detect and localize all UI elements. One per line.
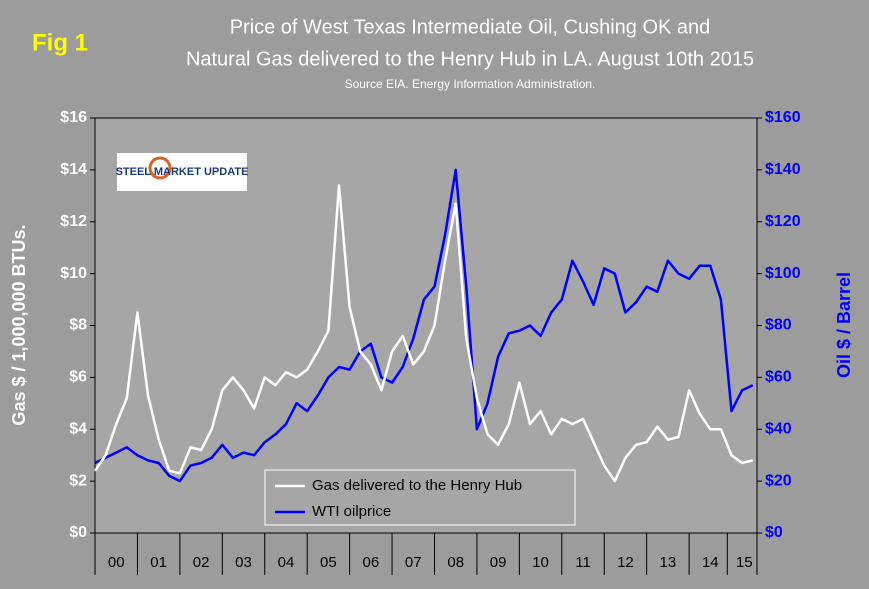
legend-label: WTI oilprice (312, 503, 391, 520)
x-tick-label: 15 (736, 554, 753, 571)
x-tick-label: 04 (278, 554, 295, 571)
y2-axis-title: Oil $ / Barrel (834, 272, 854, 378)
logo-icon (148, 156, 172, 180)
y2-tick-label: $80 (765, 317, 792, 334)
y2-tick-label: $160 (765, 109, 801, 126)
y2-tick-label: $120 (765, 213, 801, 230)
legend-label: Gas delivered to the Henry Hub (312, 477, 522, 494)
y-tick-label: $14 (60, 161, 87, 178)
y2-tick-label: $60 (765, 369, 792, 386)
x-tick-label: 00 (108, 554, 125, 571)
y-tick-label: $10 (60, 265, 87, 282)
chart-subtitle: Source EIA. Energy Information Administr… (345, 77, 596, 91)
chart-title: Natural Gas delivered to the Henry Hub i… (186, 48, 754, 70)
x-tick-label: 03 (235, 554, 252, 571)
x-tick-label: 05 (320, 554, 337, 571)
x-tick-label: 08 (447, 554, 464, 571)
x-tick-label: 10 (532, 554, 549, 571)
fig-label: Fig 1 (32, 29, 88, 56)
series-line (93, 184, 754, 483)
x-tick-label: 06 (362, 554, 379, 571)
chart-title: Price of West Texas Intermediate Oil, Cu… (230, 16, 711, 38)
x-tick-label: 01 (150, 554, 167, 571)
y-tick-label: $0 (69, 524, 87, 541)
y2-tick-label: $140 (765, 161, 801, 178)
series-line (94, 168, 754, 483)
y-tick-label: $8 (69, 317, 87, 334)
y2-tick-label: $100 (765, 265, 801, 282)
x-tick-label: 12 (617, 554, 634, 571)
x-tick-label: 07 (405, 554, 422, 571)
y-tick-label: $6 (69, 369, 87, 386)
y-tick-label: $16 (60, 109, 87, 126)
y2-tick-label: $0 (765, 524, 783, 541)
logo: STEEL MARKET UPDATE (116, 153, 249, 191)
y2-tick-label: $20 (765, 472, 792, 489)
x-tick-label: 11 (575, 554, 591, 571)
x-tick-label: 09 (490, 554, 507, 571)
y-tick-label: $12 (60, 213, 87, 230)
legend-box (264, 469, 576, 526)
y-axis-title: Gas $ / 1,000,000 BTUs. (9, 224, 29, 425)
logo-text: STEEL MARKET UPDATE (116, 166, 249, 178)
y2-tick-label: $40 (765, 420, 792, 437)
x-tick-label: 13 (660, 554, 677, 571)
x-tick-label: 14 (702, 554, 719, 571)
y-tick-label: $2 (69, 472, 87, 489)
logo-box (117, 153, 247, 191)
y-tick-label: $4 (69, 420, 87, 437)
x-tick-label: 02 (193, 554, 210, 571)
